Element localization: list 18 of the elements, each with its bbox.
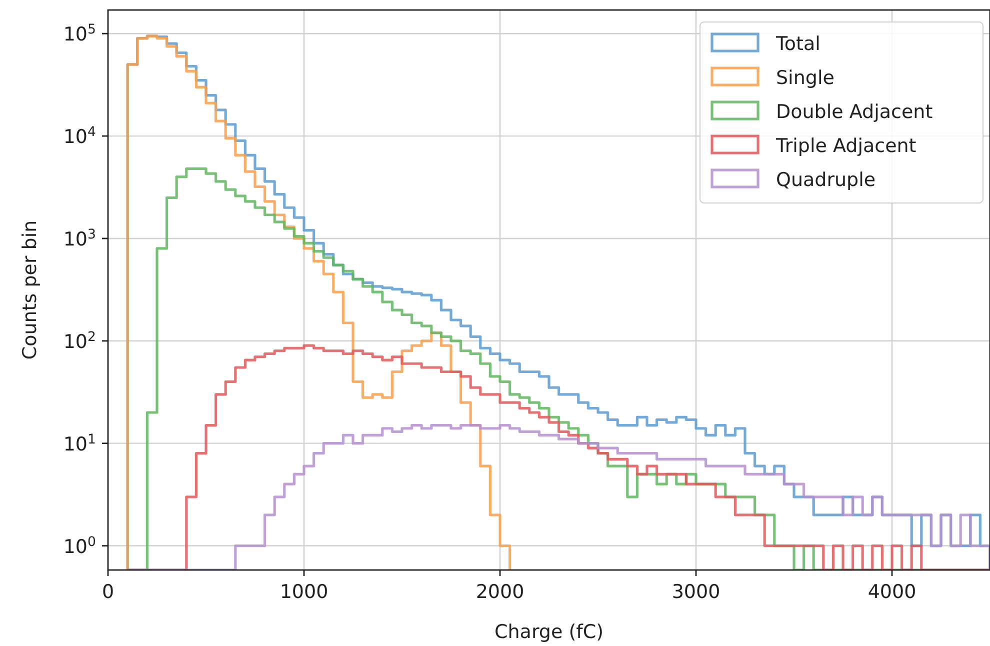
legend-label: Triple Adjacent xyxy=(775,135,916,157)
y-tick-label: 10$^{0}$ xyxy=(63,534,96,558)
y-tick-label: 10$^{2}$ xyxy=(63,329,96,353)
legend-label: Quadruple xyxy=(776,169,876,191)
x-tick-label: 2000 xyxy=(476,581,524,603)
x-tick-label: 0 xyxy=(102,581,114,603)
legend-label: Single xyxy=(776,67,834,89)
legend-label: Double Adjacent xyxy=(776,101,933,123)
y-axis-title: Counts per bin xyxy=(19,220,41,360)
x-axis-title: Charge (fC) xyxy=(494,621,604,643)
y-tick-label: 10$^{4}$ xyxy=(63,124,96,148)
legend-label: Total xyxy=(775,33,820,55)
y-tick-label: 10$^{5}$ xyxy=(63,22,96,46)
y-tick-label: 10$^{3}$ xyxy=(63,226,96,250)
x-tick-label: 3000 xyxy=(672,581,720,603)
y-tick-label: 10$^{1}$ xyxy=(63,432,96,456)
x-tick-label: 4000 xyxy=(868,581,916,603)
x-tick-label: 1000 xyxy=(280,581,328,603)
